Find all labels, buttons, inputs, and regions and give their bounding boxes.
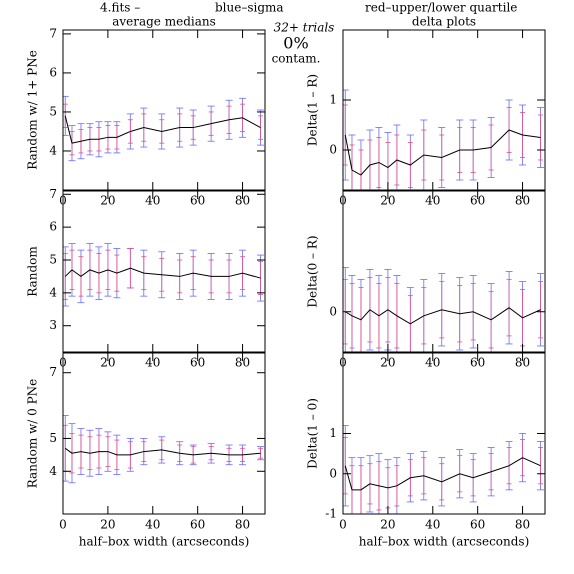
x-tick-label: 60: [470, 194, 485, 208]
contam-label: contam.: [272, 52, 321, 66]
y-axis-label: Delta(0 – R): [306, 235, 320, 307]
x-tick-label: 0: [59, 518, 67, 532]
x-tick-label: 40: [425, 356, 440, 370]
data-line: [64, 447, 261, 456]
plot-area: [343, 89, 545, 190]
x-tick-label: 60: [470, 356, 485, 370]
plot-area: [63, 95, 265, 162]
y-tick-label: 5: [49, 431, 57, 445]
x-tick-label: 20: [100, 194, 115, 208]
plot-area: [63, 415, 265, 484]
data-line: [344, 307, 541, 325]
x-tick-label: 80: [235, 518, 250, 532]
legend-quartile: red–upper/lower quartile: [365, 1, 517, 15]
x-tick-label: 40: [425, 194, 440, 208]
x-tick-label: 20: [100, 518, 115, 532]
x-axis-label: half–box width (arcseconds): [359, 535, 530, 549]
x-tick-label: 20: [100, 356, 115, 370]
x-tick-label: 60: [190, 518, 205, 532]
x-tick-label: 60: [190, 356, 205, 370]
y-axis-label: Delta(1 – 0): [306, 398, 320, 469]
panel-frame: [342, 190, 546, 353]
x-tick-label: 20: [380, 518, 395, 532]
y-tick-label: 0: [329, 143, 337, 157]
y-axis-label: Random w/ 0 PNe: [26, 379, 40, 489]
contam-pct: 0%: [283, 34, 308, 53]
x-tick-label: 40: [145, 194, 160, 208]
x-tick-label: 40: [425, 518, 440, 532]
y-tick-label: 1: [329, 93, 337, 107]
x-tick-label: 80: [515, 518, 530, 532]
quartile-error-bar: [258, 115, 264, 140]
y-tick-label: 5: [49, 104, 57, 118]
quartile-error-bar: [63, 103, 68, 128]
file-label: 4.fits –: [100, 1, 140, 15]
y-tick-label: 6: [49, 65, 57, 79]
y-axis-label: Random: [26, 246, 40, 297]
y-tick-label: 3: [49, 318, 57, 332]
x-tick-label: 20: [380, 356, 395, 370]
data-line: [64, 267, 261, 279]
x-tick-label: 60: [190, 194, 205, 208]
x-tick-label: 80: [235, 194, 250, 208]
data-line: [64, 115, 261, 144]
y-tick-label: -1: [325, 507, 337, 521]
y-tick-label: 4: [49, 285, 57, 299]
y-tick-label: 4: [49, 143, 57, 157]
y-tick-label: 1: [329, 426, 337, 440]
y-axis-label: Random w/ 1+ PNe: [26, 50, 40, 170]
panel-frame: [342, 352, 546, 515]
y-tick-label: 5: [49, 253, 57, 267]
panel-title: average medians: [112, 15, 216, 29]
y-tick-label: 7: [49, 365, 57, 379]
y-tick-label: 0: [329, 304, 337, 318]
data-line: [344, 129, 541, 176]
panel-frame: [62, 352, 266, 515]
x-tick-label: 40: [145, 518, 160, 532]
x-tick-label: 80: [515, 194, 530, 208]
x-tick-label: 20: [380, 194, 395, 208]
panel-title: delta plots: [412, 15, 476, 29]
x-tick-label: 80: [515, 356, 530, 370]
y-tick-label: 4: [49, 464, 57, 478]
legend-sigma: blue–sigma: [215, 1, 284, 15]
trials-label: 32+ trials: [274, 21, 335, 35]
x-tick-label: 0: [339, 518, 347, 532]
plot-area: [343, 267, 545, 352]
panel-frame: [342, 29, 546, 191]
data-line: [344, 457, 541, 491]
y-tick-label: 7: [49, 187, 57, 201]
panel-frame: [62, 29, 266, 191]
x-tick-label: 40: [145, 356, 160, 370]
panel-frame: [62, 190, 266, 353]
y-axis-label: Delta(1 – R): [306, 74, 320, 146]
x-tick-label: 60: [470, 518, 485, 532]
plot-area: [63, 243, 265, 307]
y-tick-label: 6: [49, 220, 57, 234]
y-tick-label: 0: [329, 466, 337, 480]
x-tick-label: 80: [235, 356, 250, 370]
x-axis-label: half–box width (arcseconds): [79, 535, 250, 549]
y-tick-label: 7: [49, 26, 57, 40]
plot-area: [343, 425, 545, 514]
